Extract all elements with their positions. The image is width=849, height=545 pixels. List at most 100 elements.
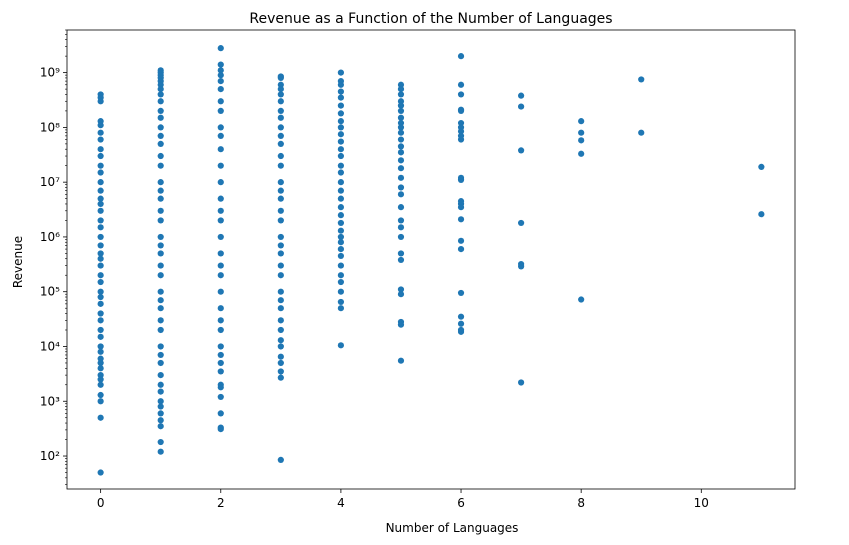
data-point — [157, 91, 164, 98]
data-point — [157, 359, 164, 367]
data-point — [277, 195, 284, 202]
data-point — [397, 114, 405, 121]
data-point — [97, 272, 104, 279]
x-axis-label: Number of Languages — [386, 521, 519, 535]
data-point — [217, 61, 224, 68]
data-point — [97, 200, 104, 208]
data-point — [277, 124, 284, 131]
data-point — [337, 69, 344, 76]
data-point — [638, 76, 645, 83]
data-point — [97, 146, 104, 153]
data-point — [457, 107, 465, 114]
data-point — [337, 239, 344, 246]
data-point — [217, 72, 224, 79]
data-point — [97, 391, 104, 399]
data-point — [337, 204, 344, 211]
data-point — [157, 372, 164, 379]
data-point — [457, 328, 465, 335]
data-point — [157, 417, 164, 424]
data-point — [217, 67, 224, 74]
data-point — [397, 91, 405, 98]
data-point — [97, 255, 104, 262]
data-point — [157, 98, 164, 105]
data-point — [217, 359, 224, 367]
data-point — [337, 195, 344, 202]
data-point — [518, 103, 525, 110]
data-point — [457, 216, 465, 223]
data-point — [337, 110, 344, 117]
data-point — [97, 348, 104, 355]
data-point — [457, 237, 465, 244]
data-point — [97, 326, 104, 334]
data-point — [397, 136, 405, 143]
data-point — [157, 326, 164, 334]
data-point — [337, 118, 344, 125]
data-point — [518, 263, 525, 270]
data-point — [277, 107, 284, 114]
data-point — [638, 129, 645, 136]
plot-frame — [66, 29, 796, 490]
data-point — [277, 343, 284, 350]
data-point — [277, 374, 284, 381]
y-tick-label: 10⁹ — [40, 66, 60, 80]
data-point — [457, 136, 465, 143]
chart-title: Revenue as a Function of the Number of L… — [249, 11, 612, 27]
data-point — [97, 300, 104, 307]
data-point — [397, 286, 405, 293]
data-point — [337, 227, 344, 234]
data-point — [758, 211, 765, 218]
data-point — [157, 343, 164, 350]
data-point — [337, 298, 344, 306]
data-point — [157, 438, 164, 446]
data-point — [337, 179, 344, 186]
data-point — [337, 162, 344, 169]
data-point — [337, 146, 344, 153]
data-point — [518, 219, 525, 227]
x-tick-label: 4 — [337, 496, 345, 510]
data-point — [97, 129, 104, 136]
data-point — [337, 124, 344, 131]
data-point — [277, 179, 284, 186]
data-point — [397, 107, 405, 114]
data-point — [217, 146, 224, 153]
data-point — [157, 305, 164, 312]
data-point — [277, 217, 284, 224]
data-point — [337, 252, 344, 260]
data-point — [217, 98, 224, 105]
data-point — [217, 233, 224, 241]
data-point — [157, 217, 164, 224]
data-point — [277, 305, 284, 312]
data-point — [157, 317, 164, 324]
data-point — [217, 410, 224, 417]
data-point — [157, 107, 164, 114]
data-point — [97, 376, 104, 383]
data-point — [277, 91, 284, 98]
data-point — [97, 217, 104, 224]
data-point — [97, 98, 104, 105]
data-point — [337, 131, 344, 138]
data-point — [277, 140, 284, 147]
data-point — [397, 256, 405, 264]
data-point — [578, 129, 585, 136]
data-point — [97, 187, 104, 194]
data-point — [337, 169, 344, 176]
data-point — [157, 272, 164, 279]
data-point — [518, 92, 525, 99]
data-point — [397, 149, 405, 156]
data-point — [217, 179, 224, 186]
data-point — [97, 381, 104, 388]
data-point — [277, 242, 284, 249]
data-point — [518, 379, 525, 386]
data-point — [277, 317, 284, 324]
data-point — [337, 81, 344, 88]
data-point — [337, 219, 344, 227]
data-point — [157, 140, 164, 147]
data-point — [457, 91, 465, 98]
data-point — [217, 250, 224, 257]
data-point — [337, 245, 344, 253]
data-point — [157, 388, 164, 395]
data-point — [97, 136, 104, 143]
data-point — [157, 381, 164, 388]
data-point — [397, 191, 405, 198]
